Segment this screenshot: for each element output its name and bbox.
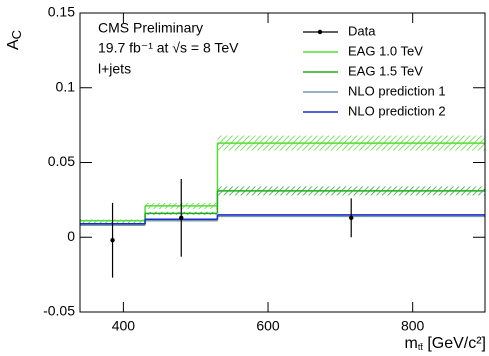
- y-label-sub: C: [9, 30, 24, 39]
- annotation: CMS Preliminary: [98, 20, 203, 36]
- y-tick-label: 0.05: [48, 153, 75, 169]
- x-label-rest: [GeV/c²]: [423, 335, 486, 352]
- legend-label: EAG 1.5 TeV: [348, 63, 423, 78]
- x-tick-label: 800: [401, 318, 425, 334]
- y-tick-label: 0.1: [56, 78, 76, 94]
- y-tick-label: -0.05: [43, 303, 75, 319]
- y-tick-label: 0.15: [48, 4, 75, 20]
- data-point: [349, 215, 354, 221]
- annotation: l+jets: [98, 61, 131, 77]
- legend-label: Data: [348, 23, 376, 38]
- x-tick-label: 600: [256, 318, 280, 334]
- y-axis-label: AC: [5, 30, 24, 50]
- data-point: [179, 215, 184, 221]
- plot-frame: [79, 12, 486, 313]
- x-tick-label: 400: [112, 318, 136, 334]
- x-axis-label: mtt̄ [GeV/c²]: [405, 335, 486, 352]
- y-label-main: A: [5, 39, 22, 50]
- legend-label: NLO prediction 1: [348, 83, 446, 98]
- legend-label: NLO prediction 2: [348, 103, 446, 118]
- data-point: [110, 238, 115, 243]
- x-label-main: m: [405, 335, 418, 352]
- y-tick-label: 0: [67, 228, 75, 244]
- legend-marker: [317, 29, 323, 35]
- legend-label: EAG 1.0 TeV: [348, 43, 423, 58]
- x-label-sub: tt̄: [418, 342, 424, 352]
- annotation: 19.7 fb⁻¹ at √s = 8 TeV: [98, 40, 239, 56]
